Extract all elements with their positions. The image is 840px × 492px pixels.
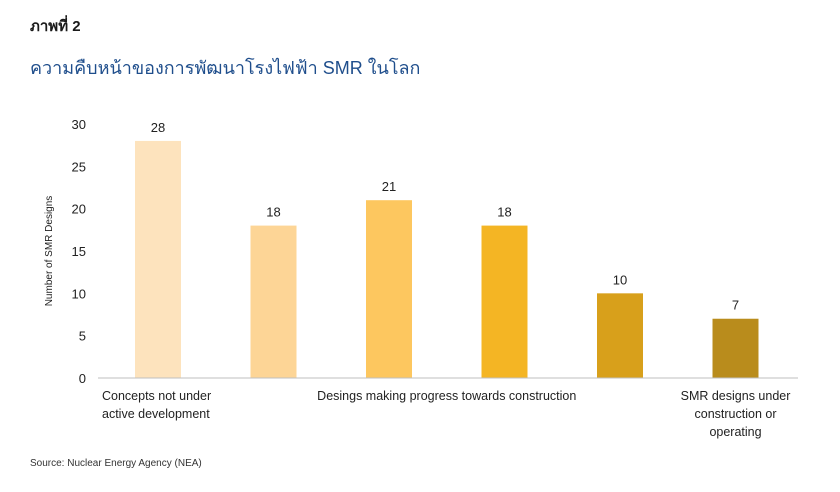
bar-value-label: 28 <box>151 120 165 135</box>
bar <box>135 140 181 378</box>
category-group-label: Concepts not under active development <box>102 389 211 421</box>
bar <box>712 318 759 378</box>
figure-title: ความคืบหน้าของการพัฒนาโรงไฟฟ้า SMR ในโลก <box>30 58 421 78</box>
y-tick-label: 30 <box>72 117 86 132</box>
y-tick-label: 10 <box>72 286 86 301</box>
y-tick-label: 0 <box>79 371 86 386</box>
y-tick-label: 15 <box>72 244 86 259</box>
category-group-label: SMR designs under construction or operatin… <box>681 389 791 439</box>
bar-value-label: 18 <box>266 205 280 220</box>
bar-value-label: 21 <box>382 179 396 194</box>
bar-value-label: 18 <box>497 205 511 220</box>
bar-value-label: 10 <box>613 272 627 287</box>
y-axis-label: Number of SMR Designs <box>44 196 55 307</box>
y-tick-label: 25 <box>72 159 86 174</box>
bar <box>366 200 412 378</box>
y-tick-label: 5 <box>79 329 86 344</box>
bar-value-label: 7 <box>732 298 739 313</box>
y-tick-label: 20 <box>72 202 86 217</box>
figure-label: ภาพที่ 2 <box>30 18 81 35</box>
bar <box>597 293 643 378</box>
category-group-label: Desings making progress towards construc… <box>317 389 576 403</box>
bar <box>481 225 528 378</box>
source-note: Source: Nuclear Energy Agency (NEA) <box>30 458 202 469</box>
bar <box>250 225 297 378</box>
